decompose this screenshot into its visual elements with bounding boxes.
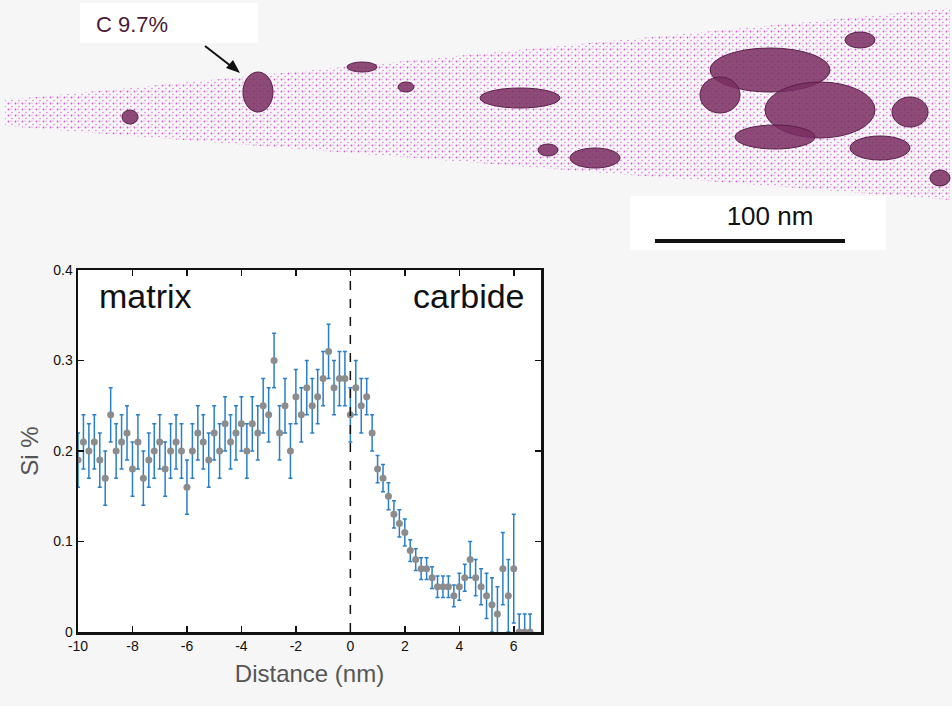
svg-text:-10: -10 <box>68 638 88 654</box>
svg-text:0.1: 0.1 <box>53 533 73 549</box>
svg-text:-8: -8 <box>126 638 139 654</box>
svg-text:-4: -4 <box>235 638 248 654</box>
svg-text:0.2: 0.2 <box>53 443 73 459</box>
svg-text:carbide: carbide <box>413 277 525 315</box>
svg-text:C 9.7%: C 9.7% <box>96 12 168 37</box>
svg-text:Si %: Si % <box>16 426 43 475</box>
svg-text:2: 2 <box>401 638 409 654</box>
svg-text:0.4: 0.4 <box>53 262 73 278</box>
svg-text:0: 0 <box>346 638 354 654</box>
svg-text:-6: -6 <box>181 638 194 654</box>
svg-text:Distance (nm): Distance (nm) <box>235 660 384 687</box>
svg-text:0: 0 <box>65 624 73 640</box>
svg-text:6: 6 <box>510 638 518 654</box>
svg-text:4: 4 <box>455 638 463 654</box>
svg-text:matrix: matrix <box>99 277 192 315</box>
svg-text:-2: -2 <box>290 638 303 654</box>
svg-text:100 nm: 100 nm <box>727 201 814 231</box>
svg-text:0.3: 0.3 <box>53 352 73 368</box>
